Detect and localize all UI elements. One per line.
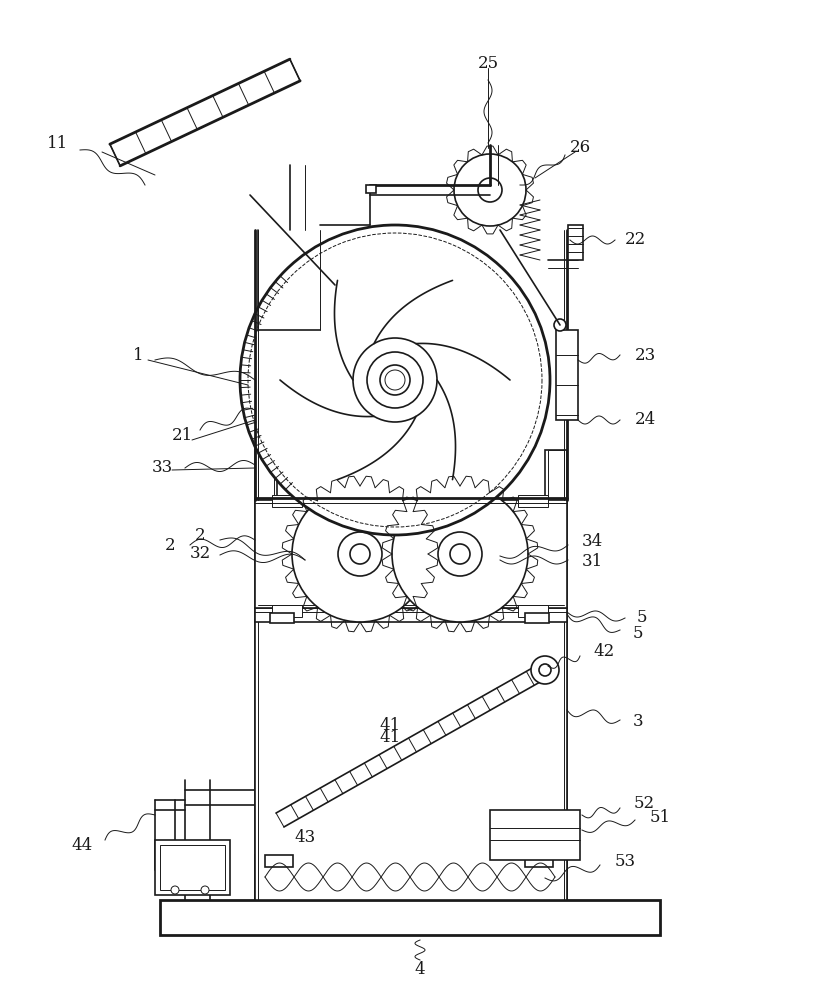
Circle shape	[554, 319, 566, 331]
Circle shape	[240, 225, 550, 535]
Text: 22: 22	[624, 232, 645, 248]
Bar	[556, 330, 578, 420]
Circle shape	[438, 532, 482, 576]
Text: 2: 2	[165, 536, 175, 554]
Text: 33: 33	[152, 460, 173, 477]
Bar	[160, 845, 225, 890]
Text: 34: 34	[581, 534, 603, 550]
Bar	[255, 608, 567, 622]
Bar	[518, 605, 548, 617]
Bar	[258, 450, 274, 900]
Bar	[545, 450, 567, 900]
Text: 43: 43	[294, 830, 315, 846]
Text: 41: 41	[379, 730, 400, 746]
Text: 25: 25	[477, 54, 499, 72]
Text: 5: 5	[636, 609, 647, 626]
Text: 1: 1	[133, 347, 143, 363]
Bar	[155, 840, 230, 895]
Text: 11: 11	[48, 134, 69, 151]
Bar	[366, 185, 376, 193]
Bar	[490, 810, 580, 860]
Circle shape	[385, 370, 405, 390]
Text: 32: 32	[189, 546, 210, 562]
Circle shape	[350, 544, 370, 564]
Bar	[525, 855, 553, 867]
Bar	[255, 500, 567, 608]
Bar	[255, 855, 567, 900]
Bar	[548, 450, 564, 900]
Circle shape	[201, 886, 209, 894]
Circle shape	[450, 544, 470, 564]
Bar	[272, 605, 302, 617]
Circle shape	[531, 656, 559, 684]
Text: 41: 41	[379, 716, 400, 734]
Text: 44: 44	[71, 836, 93, 854]
Circle shape	[478, 178, 502, 202]
Bar	[568, 225, 583, 260]
Text: 51: 51	[649, 808, 671, 826]
Text: 5: 5	[633, 624, 643, 642]
Bar	[265, 855, 293, 867]
Text: 2: 2	[195, 528, 206, 544]
Text: 3: 3	[633, 714, 643, 730]
Bar	[255, 620, 567, 900]
Text: 42: 42	[594, 644, 614, 660]
Circle shape	[367, 352, 423, 408]
Text: 26: 26	[569, 139, 590, 156]
Circle shape	[539, 664, 551, 676]
Circle shape	[292, 486, 428, 622]
Bar	[272, 495, 302, 507]
Text: 4: 4	[414, 962, 425, 978]
Text: 52: 52	[633, 796, 654, 812]
Circle shape	[454, 154, 526, 226]
Bar	[525, 613, 549, 623]
Circle shape	[380, 365, 410, 395]
Bar	[270, 613, 294, 623]
Text: 24: 24	[635, 412, 656, 428]
Bar	[255, 450, 277, 900]
Circle shape	[353, 338, 437, 422]
Circle shape	[338, 532, 382, 576]
Text: 23: 23	[635, 347, 656, 363]
Text: 53: 53	[614, 854, 636, 870]
Text: 31: 31	[581, 554, 603, 570]
Circle shape	[392, 486, 528, 622]
Bar	[160, 900, 660, 935]
Bar	[518, 495, 548, 507]
Circle shape	[171, 886, 179, 894]
Text: 21: 21	[171, 426, 192, 444]
